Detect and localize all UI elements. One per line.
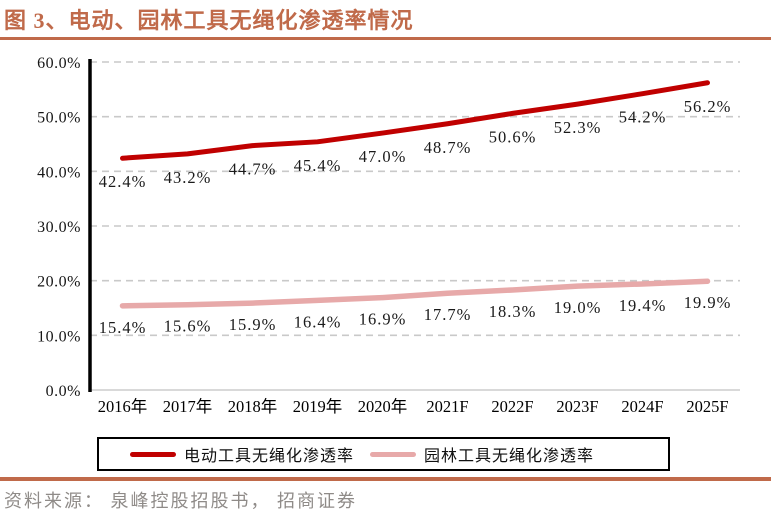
data-label: 43.2% xyxy=(164,168,212,187)
data-label: 16.4% xyxy=(294,312,342,331)
x-axis-tick-label: 2021F xyxy=(426,397,468,416)
x-axis-tick-label: 2016年 xyxy=(98,397,148,416)
data-label: 56.2% xyxy=(684,97,732,116)
x-axis-tick-label: 2017年 xyxy=(163,397,213,416)
data-label: 19.0% xyxy=(554,298,602,317)
y-axis-tick-label: 30.0% xyxy=(37,219,81,236)
data-label: 18.3% xyxy=(489,302,537,321)
data-label: 42.4% xyxy=(99,172,147,191)
chart-legend: 电动工具无绳化渗透率 园林工具无绳化渗透率 xyxy=(97,437,670,471)
legend-swatch-electric-tools xyxy=(130,451,176,457)
data-label: 17.7% xyxy=(424,305,472,324)
data-label: 45.4% xyxy=(294,156,342,175)
x-axis-tick-label: 2020年 xyxy=(358,397,408,416)
figure-title: 图 3、电动、园林工具无绳化渗透率情况 xyxy=(4,8,414,33)
data-label: 48.7% xyxy=(424,138,472,157)
footer-divider xyxy=(0,477,771,481)
series-line-0 xyxy=(120,80,710,161)
legend-swatch-garden-tools xyxy=(370,451,417,457)
source-note: 资料来源： 泉峰控股招股书， 招商证券 xyxy=(4,491,357,511)
legend-label-electric-tools: 电动工具无绳化渗透率 xyxy=(184,448,355,465)
data-label: 50.6% xyxy=(489,127,537,146)
data-label: 44.7% xyxy=(229,160,277,179)
data-label: 15.4% xyxy=(99,318,147,337)
data-label: 16.9% xyxy=(359,310,407,329)
y-axis-tick-label: 20.0% xyxy=(37,274,81,291)
data-label: 47.0% xyxy=(359,147,407,166)
y-axis-tick-label: 10.0% xyxy=(37,328,81,345)
x-axis-tick-label: 2023F xyxy=(556,397,598,416)
legend-label-garden-tools: 园林工具无绳化渗透率 xyxy=(424,448,595,465)
data-label: 19.9% xyxy=(684,293,732,312)
data-label: 54.2% xyxy=(619,108,667,127)
data-label: 19.4% xyxy=(619,296,667,315)
x-axis-tick-label: 2022F xyxy=(491,397,533,416)
x-axis-tick-label: 2018年 xyxy=(228,397,278,416)
y-axis-tick-label: 60.0% xyxy=(37,55,81,72)
line-chart-canvas: 0.0% 10.0% 20.0% 30.0% 40.0% 50.0% 60.0% 42.4% 4… xyxy=(37,55,740,416)
chart-area: 0.0% 10.0% 20.0% 30.0% 40.0% 50.0% 60.0% 42.4% 4… xyxy=(0,50,771,430)
data-label: 15.9% xyxy=(229,315,277,334)
data-label: 52.3% xyxy=(554,118,602,137)
title-divider xyxy=(0,37,771,40)
x-axis-tick-label: 2025F xyxy=(686,397,728,416)
y-axis-tick-label: 0.0% xyxy=(46,383,81,400)
series-line-1 xyxy=(119,278,711,309)
x-axis-tick-label: 2024F xyxy=(621,397,663,416)
y-axis-tick-label: 50.0% xyxy=(37,110,81,127)
y-axis-tick-label: 40.0% xyxy=(37,164,81,181)
data-label: 15.6% xyxy=(164,317,212,336)
x-axis-tick-label: 2019年 xyxy=(293,397,343,416)
